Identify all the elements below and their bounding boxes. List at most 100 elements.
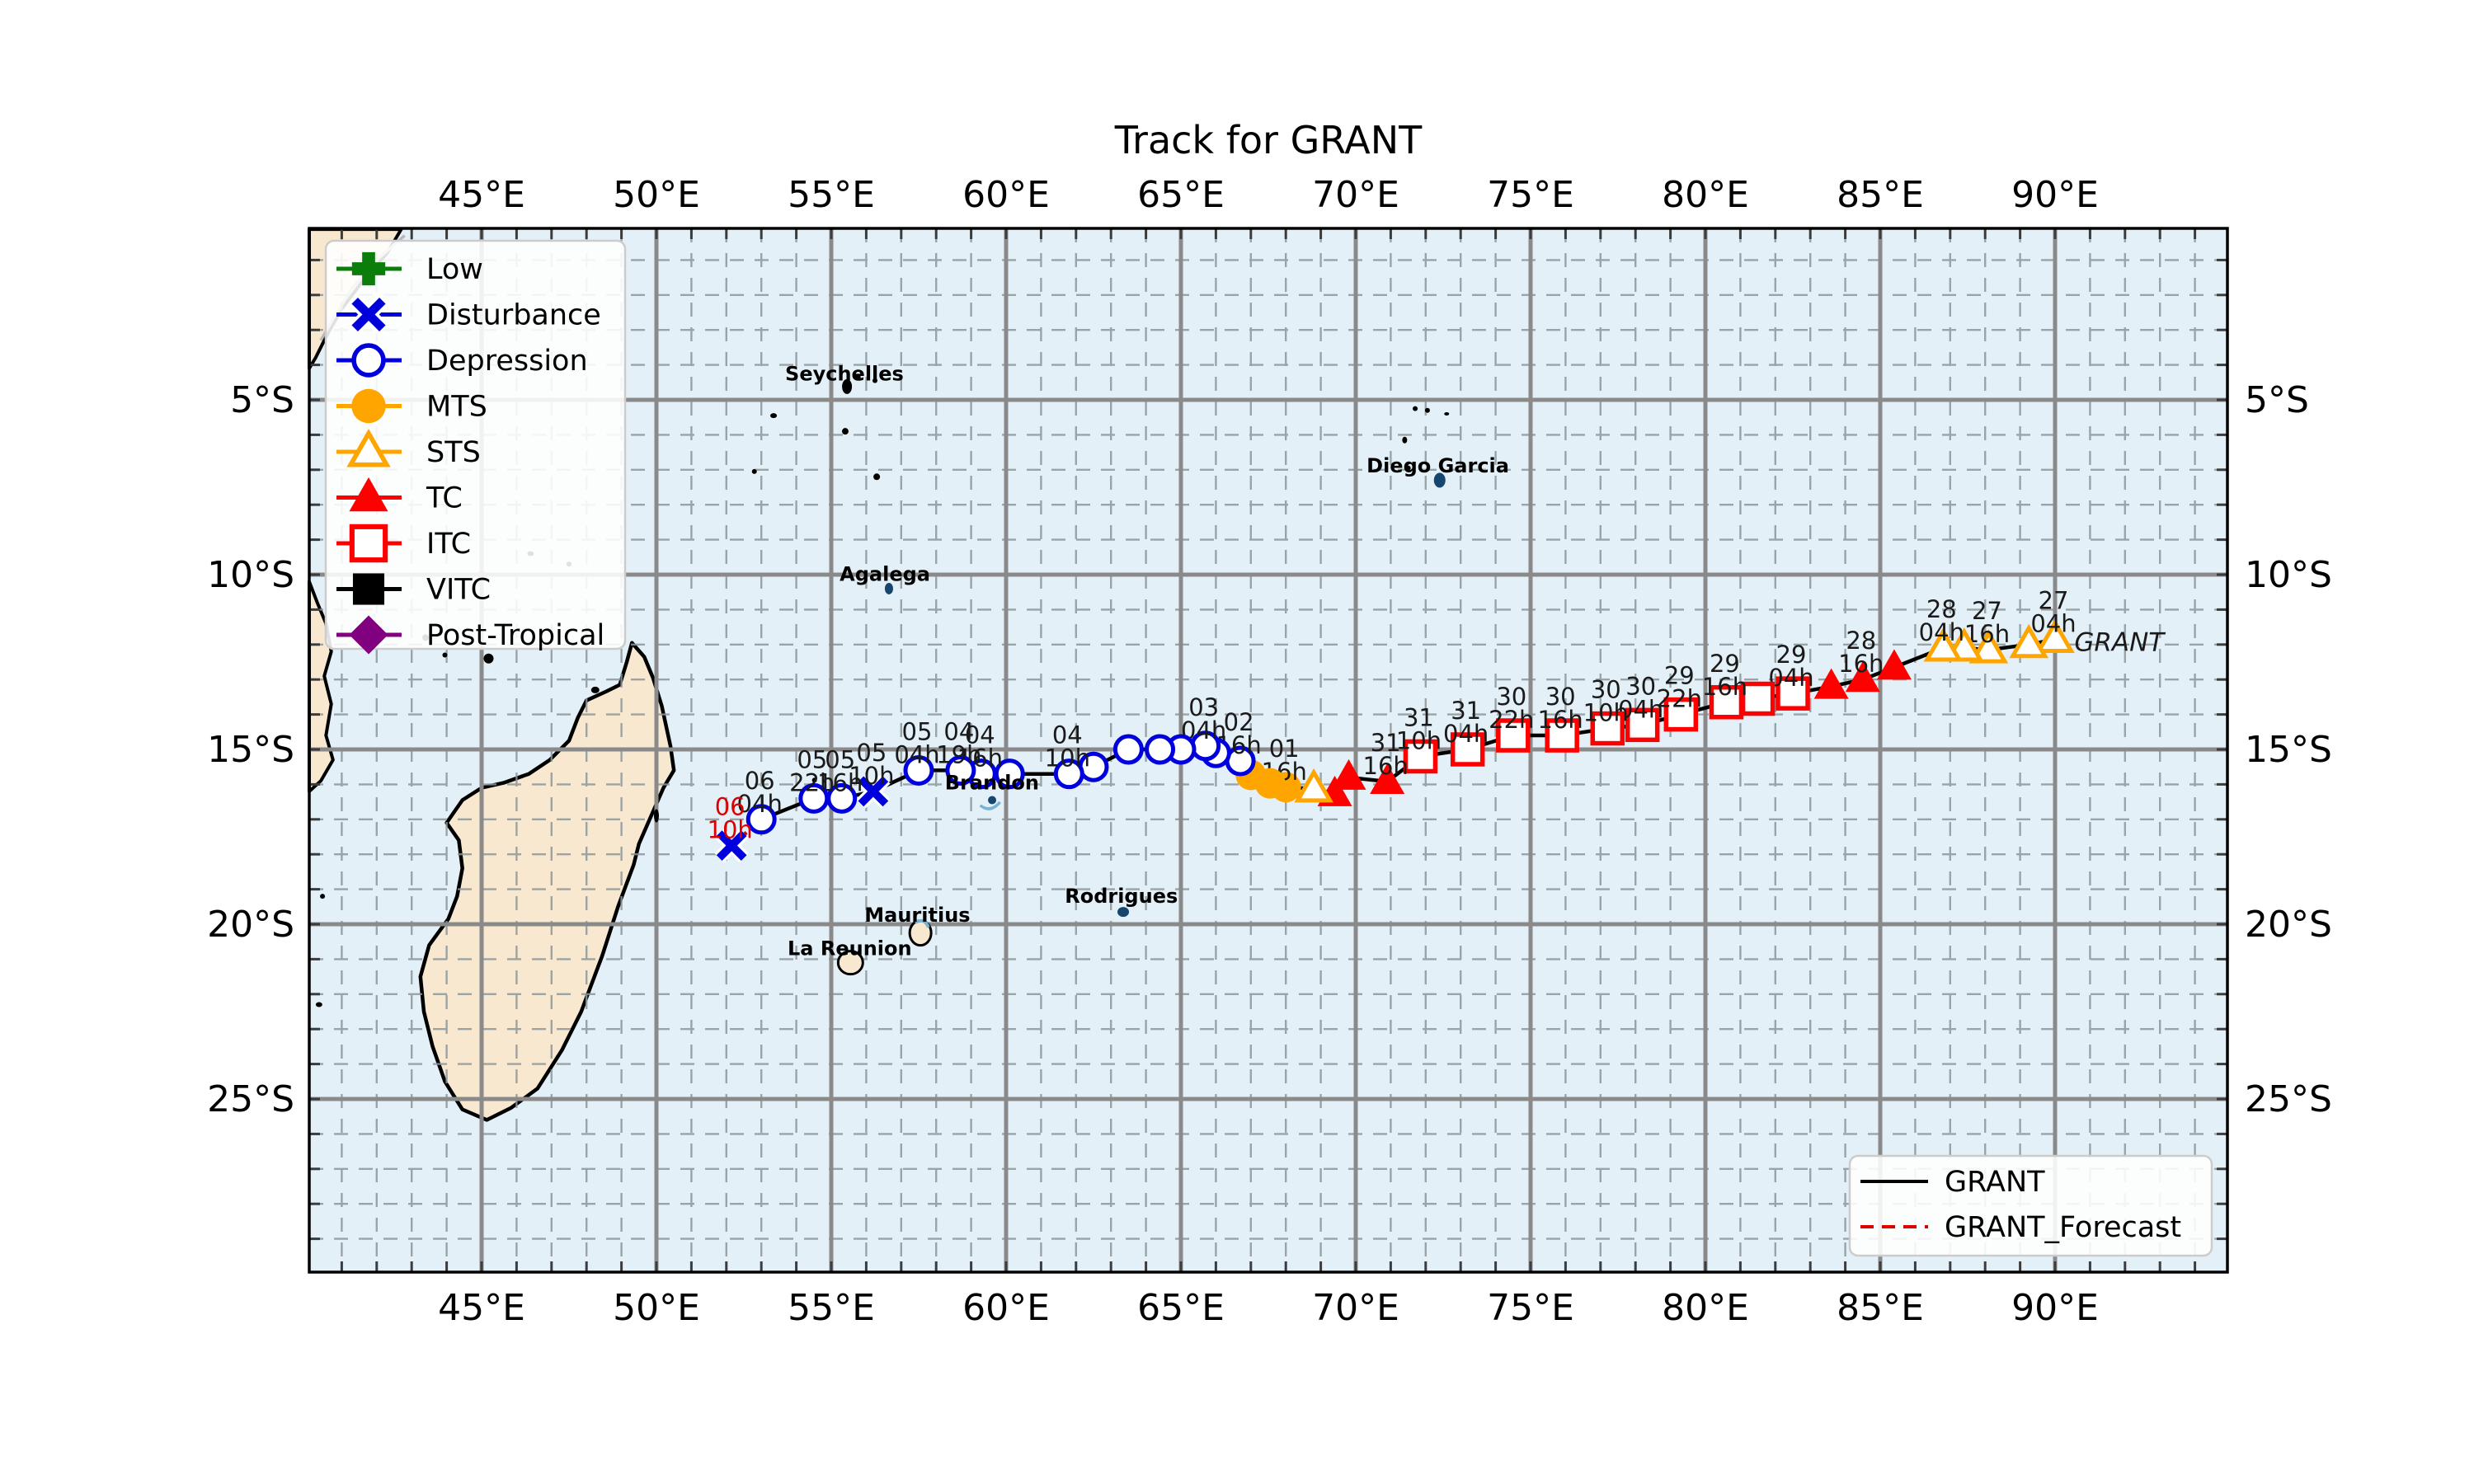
marker-depression xyxy=(1053,758,1084,790)
marker-depression xyxy=(798,782,830,814)
point-label: 10h xyxy=(1045,744,1090,773)
axis-ticks xyxy=(309,228,2227,1272)
island-diego-garcia-island xyxy=(1433,472,1446,488)
marker-tc xyxy=(1845,661,1880,693)
status-legend-item-low: Low xyxy=(336,251,483,286)
marker-depression xyxy=(745,804,777,835)
point-label: 16h xyxy=(1702,673,1747,701)
point-label: 27 xyxy=(1972,597,2002,625)
point-label: 01 xyxy=(1269,735,1300,763)
lon-label-top: 60°E xyxy=(962,174,1050,216)
status-legend-item-disturbance: Disturbance xyxy=(336,295,601,334)
lon-label-bottom: 70°E xyxy=(1312,1287,1399,1329)
marker-sts xyxy=(2035,618,2075,653)
place-label-brandon: Brandon xyxy=(945,771,1039,794)
island-comoro-2 xyxy=(442,652,448,658)
marker-depression xyxy=(1112,734,1144,765)
point-label: 30 xyxy=(1625,672,1656,700)
marker-vitc xyxy=(352,573,385,605)
island-tromelin xyxy=(811,777,817,783)
point-label: 29 xyxy=(1776,641,1807,669)
island-rodrigues-island xyxy=(1117,907,1130,918)
marker-disturbance xyxy=(349,295,388,334)
point-label: 10h xyxy=(849,762,894,790)
point-label: 22h xyxy=(1657,685,1702,713)
lon-label-bottom: 75°E xyxy=(1487,1287,1574,1329)
marker-itc xyxy=(1740,681,1776,716)
status-legend-item-tc: TC xyxy=(336,477,463,515)
island-chagos-1 xyxy=(1413,406,1418,411)
point-label: 06 xyxy=(745,767,775,795)
point-label: 16h xyxy=(1838,650,1884,678)
island-chagos-4 xyxy=(1402,436,1408,444)
islands-layer xyxy=(315,374,1450,1007)
marker-tc xyxy=(349,477,388,512)
point-label: 16h xyxy=(1538,706,1583,734)
status-legend-item-itc: ITC xyxy=(336,524,471,563)
marker-sts xyxy=(346,428,391,467)
point-label: 19h xyxy=(936,740,981,768)
island-agalega-island xyxy=(884,582,893,594)
status-legend-item-vitc: VITC xyxy=(336,573,491,607)
marker-itc xyxy=(349,524,388,563)
point-label: 30 xyxy=(1496,683,1526,711)
lon-label-top: 65°E xyxy=(1137,174,1225,216)
point-label: 04h xyxy=(1768,664,1813,692)
point-label: 04 xyxy=(965,721,995,749)
marker-sts xyxy=(1294,768,1333,803)
lon-label-top: 70°E xyxy=(1312,174,1399,216)
point-label: 06 xyxy=(715,793,745,821)
marker-itc xyxy=(1496,718,1531,753)
marker-itc xyxy=(1625,707,1660,743)
marker-depression xyxy=(945,754,976,786)
island-nosy-boraha xyxy=(654,809,659,823)
point-label: 05 xyxy=(856,739,887,767)
lon-label-bottom: 55°E xyxy=(788,1287,875,1329)
lon-label-top: 50°E xyxy=(613,174,700,216)
point-label: 31 xyxy=(1451,697,1481,725)
marker-mts xyxy=(351,388,386,424)
point-label: 04 xyxy=(1052,721,1083,749)
status-legend-label: STS xyxy=(426,436,481,469)
point-label: 04h xyxy=(894,740,939,768)
place-label-agalega: Agalega xyxy=(840,563,930,586)
island-seychelle-islet-2 xyxy=(770,413,778,419)
point-label: 10h xyxy=(708,816,753,844)
point-label: 04h xyxy=(1618,695,1663,723)
lat-label-right: 15°S xyxy=(2245,729,2332,771)
island-seychelle-islet-3 xyxy=(841,428,849,435)
lon-label-top: 45°E xyxy=(438,174,525,216)
lat-label-left: 25°S xyxy=(207,1078,294,1120)
lon-label-bottom: 45°E xyxy=(438,1287,525,1329)
status-legend-label: MTS xyxy=(426,391,487,424)
track-legend-item: GRANT_Forecast xyxy=(1860,1211,2181,1244)
status-legend-item-sts: STS xyxy=(336,428,481,469)
point-label: 31 xyxy=(1371,729,1401,757)
island-mahe xyxy=(842,378,853,394)
lon-label-top: 90°E xyxy=(2011,174,2099,216)
point-label: 02 xyxy=(1224,708,1254,736)
marker-depression xyxy=(351,343,386,378)
island-europa xyxy=(320,894,326,899)
point-label: 28 xyxy=(1846,627,1876,655)
point-label: 05 xyxy=(825,745,855,773)
island-amirante xyxy=(751,468,757,474)
island-nosy-be xyxy=(590,686,600,693)
status-legend-label: Disturbance xyxy=(426,299,601,332)
marker-itc xyxy=(1545,718,1579,753)
island-bassas xyxy=(315,1002,322,1007)
marker-itc xyxy=(1590,711,1625,746)
marker-itc xyxy=(1709,685,1744,720)
island-chagos-3 xyxy=(1444,411,1450,416)
marker-post-tropical xyxy=(349,615,388,655)
lat-label-left: 20°S xyxy=(207,904,294,946)
point-label: 04h xyxy=(1919,618,1964,646)
status-legend-label: Depression xyxy=(426,345,588,378)
island-chagos-5 xyxy=(1405,465,1411,471)
status-legend-label: TC xyxy=(426,482,463,515)
island-st-brandon xyxy=(988,796,997,805)
status-legend-item-mts: MTS xyxy=(336,388,487,424)
marker-tc xyxy=(1331,758,1366,790)
